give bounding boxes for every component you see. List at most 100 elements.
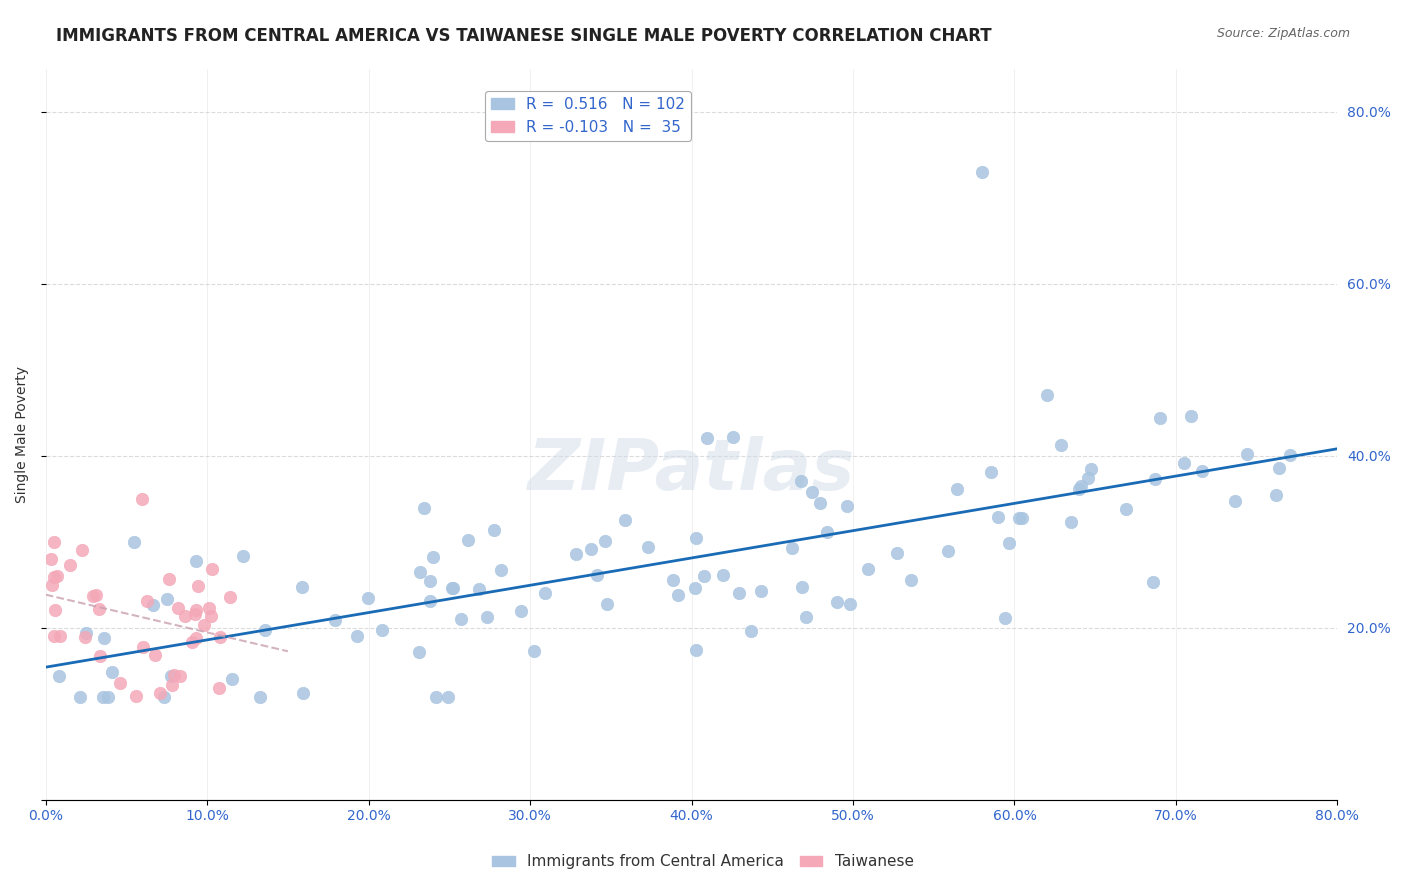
Point — [142, 598, 165, 612]
Point — [48, 669, 70, 683]
Point — [108, 676, 131, 690]
Point — [1070, 478, 1092, 492]
Point — [523, 643, 546, 657]
Point — [197, 601, 219, 615]
Point — [808, 496, 831, 510]
Point — [157, 572, 180, 586]
Point — [695, 431, 717, 445]
Point — [998, 536, 1021, 550]
Point — [790, 580, 813, 594]
Point — [41, 577, 63, 591]
Point — [711, 567, 734, 582]
Point — [835, 499, 858, 513]
Point — [1059, 515, 1081, 529]
Point — [839, 597, 862, 611]
Point — [450, 612, 472, 626]
Point — [174, 608, 197, 623]
Point — [613, 512, 636, 526]
Point — [87, 601, 110, 615]
Point — [565, 547, 588, 561]
Point — [125, 690, 148, 704]
Point — [166, 600, 188, 615]
Point — [1225, 493, 1247, 508]
Point — [73, 630, 96, 644]
Point — [980, 465, 1002, 479]
Point — [97, 690, 120, 704]
Point — [595, 597, 617, 611]
Point — [232, 549, 254, 563]
Point — [972, 165, 994, 179]
Point — [371, 624, 394, 638]
Point — [184, 631, 207, 645]
Point — [751, 584, 773, 599]
Point — [218, 590, 240, 604]
Legend: Immigrants from Central America, Taiwanese: Immigrants from Central America, Taiwane… — [486, 848, 920, 875]
Point — [162, 678, 184, 692]
Point — [510, 604, 533, 618]
Point — [1067, 483, 1090, 497]
Point — [1011, 510, 1033, 524]
Point — [159, 668, 181, 682]
Point — [221, 672, 243, 686]
Point — [685, 643, 707, 657]
Point — [207, 681, 229, 696]
Text: Source: ZipAtlas.com: Source: ZipAtlas.com — [1216, 27, 1350, 40]
Point — [413, 500, 436, 515]
Point — [1076, 471, 1098, 485]
Point — [782, 541, 804, 556]
Point — [425, 690, 447, 704]
Point — [1191, 464, 1213, 478]
Text: ZIPatlas: ZIPatlas — [527, 436, 855, 505]
Point — [59, 558, 82, 573]
Point — [728, 586, 751, 600]
Point — [46, 569, 69, 583]
Point — [291, 580, 314, 594]
Point — [419, 593, 441, 607]
Point — [200, 608, 222, 623]
Point — [254, 623, 277, 637]
Point — [441, 581, 464, 595]
Point — [586, 568, 609, 582]
Text: IMMIGRANTS FROM CENTRAL AMERICA VS TAIWANESE SINGLE MALE POVERTY CORRELATION CHA: IMMIGRANTS FROM CENTRAL AMERICA VS TAIWA… — [56, 27, 991, 45]
Point — [91, 690, 114, 704]
Point — [579, 542, 602, 557]
Point — [49, 629, 72, 643]
Point — [827, 595, 849, 609]
Point — [143, 648, 166, 662]
Point — [42, 534, 65, 549]
Point — [357, 591, 380, 605]
Point — [794, 610, 817, 624]
Point — [595, 533, 617, 548]
Point — [482, 523, 505, 537]
Point — [70, 542, 93, 557]
Point — [169, 668, 191, 682]
Point — [249, 690, 271, 704]
Point — [122, 534, 145, 549]
Point — [44, 603, 66, 617]
Point — [946, 482, 969, 496]
Point — [153, 690, 176, 704]
Point — [346, 629, 368, 643]
Point — [856, 562, 879, 576]
Point — [1035, 388, 1057, 402]
Point — [468, 582, 491, 596]
Point — [163, 667, 186, 681]
Point — [437, 690, 460, 704]
Point — [131, 491, 153, 506]
Point — [193, 617, 215, 632]
Point — [184, 607, 207, 622]
Point — [637, 540, 659, 554]
Point — [409, 566, 432, 580]
Point — [201, 562, 224, 576]
Point — [89, 649, 111, 664]
Point — [721, 430, 744, 444]
Point — [1265, 488, 1288, 502]
Point — [886, 546, 908, 560]
Legend: R =  0.516   N = 102, R = -0.103   N =  35: R = 0.516 N = 102, R = -0.103 N = 35 — [485, 91, 692, 141]
Point — [800, 484, 823, 499]
Point — [1180, 409, 1202, 424]
Point — [489, 563, 512, 577]
Point — [685, 531, 707, 545]
Point — [534, 586, 557, 600]
Point — [39, 552, 62, 566]
